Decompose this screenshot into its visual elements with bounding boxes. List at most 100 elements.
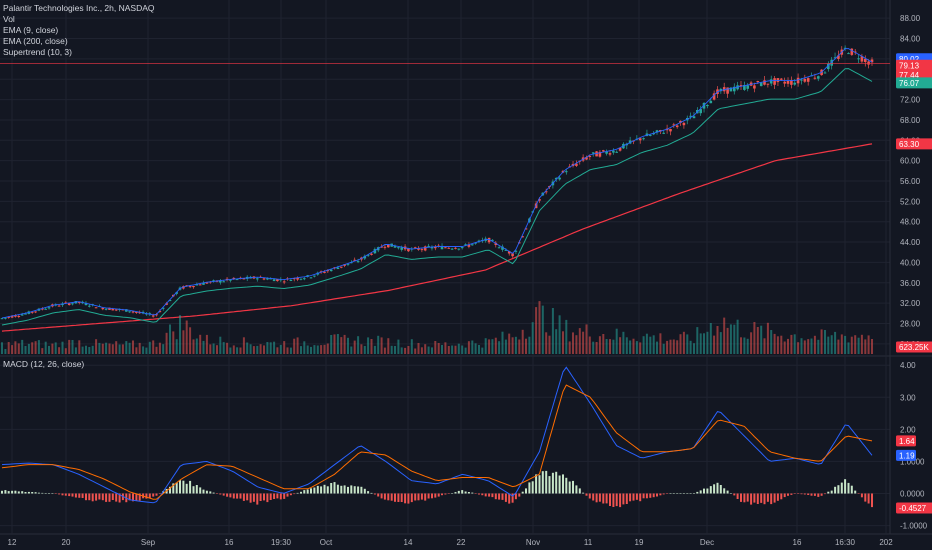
macd-histogram-bar bbox=[807, 493, 810, 495]
macd-histogram-bar bbox=[619, 493, 622, 508]
candle-body bbox=[504, 249, 508, 251]
volume-bar bbox=[743, 337, 746, 354]
macd-histogram-bar bbox=[575, 485, 578, 494]
volume-bar bbox=[407, 346, 410, 354]
volume-bar bbox=[330, 335, 333, 354]
candle-body bbox=[847, 53, 850, 55]
macd-axis-tick: 3.00 bbox=[900, 393, 916, 402]
macd-histogram-bar bbox=[269, 493, 272, 500]
macd-histogram-bar bbox=[310, 488, 312, 494]
volume-bar bbox=[639, 342, 642, 354]
volume-bar bbox=[464, 347, 467, 354]
candle-body bbox=[188, 286, 192, 288]
volume-bar bbox=[424, 344, 427, 354]
price-tag-label: 77.44 bbox=[899, 71, 920, 80]
volume-bar bbox=[461, 345, 464, 354]
candle-body bbox=[14, 315, 17, 317]
volume-bar bbox=[105, 342, 108, 354]
volume-bar bbox=[733, 324, 736, 354]
macd-histogram-bar bbox=[454, 492, 457, 494]
volume-bar bbox=[793, 334, 796, 354]
candle-body bbox=[712, 93, 716, 100]
macd-histogram-bar bbox=[494, 493, 497, 500]
macd-histogram-bar bbox=[478, 493, 480, 495]
macd-histogram-bar bbox=[679, 493, 682, 494]
volume-bar bbox=[585, 324, 588, 354]
macd-histogram-bar bbox=[175, 482, 178, 494]
candle-body bbox=[615, 151, 618, 153]
macd-histogram-bar bbox=[276, 493, 279, 499]
candle-body bbox=[346, 263, 350, 265]
macd-histogram-bar bbox=[467, 492, 470, 494]
macd-histogram-bar bbox=[844, 479, 847, 494]
macd-axis-tick: 4.00 bbox=[900, 361, 916, 370]
macd-histogram-bar bbox=[783, 493, 786, 498]
macd-histogram-bar bbox=[562, 474, 564, 494]
ema200-legend: EMA (200, close) bbox=[3, 36, 68, 46]
volume-bar bbox=[787, 338, 789, 354]
volume-bar bbox=[645, 333, 648, 354]
time-axis-tick: Oct bbox=[320, 538, 333, 547]
candle-body bbox=[450, 248, 454, 250]
candle-body bbox=[756, 81, 760, 82]
macd-histogram-bar bbox=[135, 493, 138, 501]
volume-bar bbox=[256, 345, 259, 354]
candle-body bbox=[363, 255, 367, 259]
volume-bar bbox=[68, 339, 71, 354]
price-axis-tick: 36.00 bbox=[900, 279, 921, 288]
volume-bar bbox=[656, 341, 658, 354]
volume-bar bbox=[417, 343, 420, 354]
macd-histogram-bar bbox=[21, 491, 24, 494]
macd-histogram-bar bbox=[461, 490, 464, 494]
volume-bar bbox=[420, 347, 423, 354]
candle-body bbox=[444, 247, 447, 249]
candle-body bbox=[212, 280, 215, 282]
candle-body bbox=[608, 153, 612, 155]
candle-body bbox=[672, 124, 676, 126]
volume-bar bbox=[192, 339, 195, 354]
macd-histogram-bar bbox=[300, 491, 302, 494]
time-axis-tick: 20 bbox=[62, 538, 71, 547]
macd-histogram-bar bbox=[105, 493, 108, 502]
volume-bar bbox=[471, 340, 474, 354]
candle-body bbox=[491, 239, 494, 241]
volume-bar bbox=[88, 347, 91, 354]
candle-body bbox=[729, 87, 733, 92]
volume-bar bbox=[64, 348, 67, 354]
macd-histogram-bar bbox=[266, 493, 269, 503]
candle-body bbox=[709, 100, 713, 104]
macd-histogram-bar bbox=[407, 493, 410, 504]
macd-histogram-bar bbox=[565, 477, 568, 494]
candle-body bbox=[104, 308, 108, 310]
macd-histogram-bar bbox=[864, 493, 867, 502]
candle-body bbox=[746, 85, 749, 89]
volume-bar bbox=[827, 336, 830, 354]
candle-body bbox=[114, 309, 118, 311]
volume-bar bbox=[813, 335, 816, 354]
volume-bar bbox=[363, 346, 366, 354]
price-tag-label: 79.13 bbox=[899, 61, 920, 70]
macd-histogram-bar bbox=[733, 493, 736, 496]
macd-histogram-bar bbox=[551, 472, 554, 494]
volume-bar bbox=[306, 345, 309, 354]
macd-histogram-bar bbox=[306, 489, 309, 494]
candle-body bbox=[158, 311, 162, 313]
macd-histogram-bar bbox=[373, 493, 376, 495]
macd-histogram-bar bbox=[347, 486, 349, 494]
volume-bar bbox=[172, 331, 175, 354]
volume-bar bbox=[441, 345, 443, 354]
candle-body bbox=[511, 253, 514, 257]
macd-histogram-bar bbox=[746, 493, 749, 502]
macd-histogram-bar bbox=[676, 493, 679, 494]
candle-body bbox=[598, 151, 602, 157]
candle-body bbox=[655, 130, 659, 133]
volume-bar bbox=[847, 342, 850, 354]
volume-bar bbox=[558, 315, 561, 354]
macd-histogram-bar bbox=[239, 493, 242, 499]
volume-bar bbox=[138, 342, 141, 354]
volume-bar bbox=[14, 341, 17, 354]
volume-bar bbox=[525, 338, 527, 354]
volume-bar bbox=[58, 347, 61, 354]
